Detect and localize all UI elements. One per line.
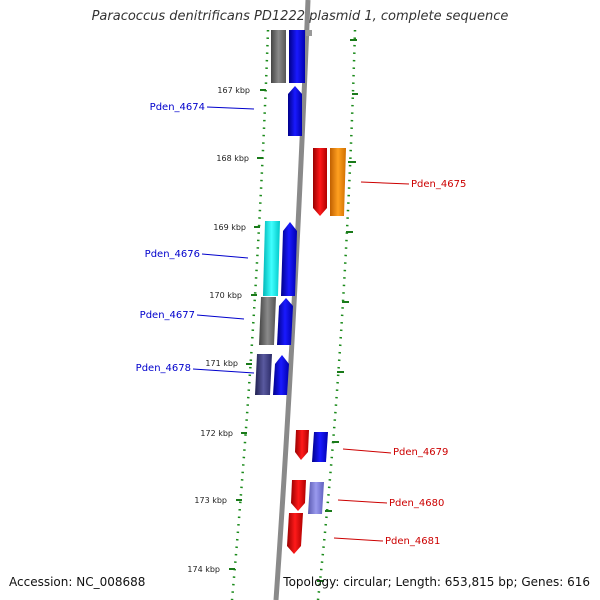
gene-label-connector xyxy=(196,314,245,320)
kbp-label: 168 kbp xyxy=(216,154,249,163)
feature-backbone-cap xyxy=(306,30,312,36)
plasmid-backbone xyxy=(273,0,311,600)
accession-text: Accession: NC_008688 xyxy=(9,575,146,589)
gene-arrow xyxy=(291,480,306,511)
gene-label: Pden_4677 xyxy=(140,310,195,321)
gene-label-connector xyxy=(192,368,255,374)
gene-arrow xyxy=(287,513,303,554)
feature-gray-block xyxy=(259,297,276,345)
feature-blue-block xyxy=(289,30,305,83)
feature-navy-block xyxy=(255,354,272,395)
gene-label-connector xyxy=(342,448,392,454)
kbp-label: 172 kbp xyxy=(200,429,233,438)
kbp-label: 169 kbp xyxy=(213,223,246,232)
gene-arrow xyxy=(288,86,302,136)
gene-label: Pden_4680 xyxy=(389,498,444,509)
gene-pden-4674[interactable]: Pden_4674 xyxy=(150,86,302,136)
outer-guide-dotted-arc xyxy=(316,29,357,600)
gene-label-connector xyxy=(337,499,388,504)
gene-label-connector xyxy=(333,537,384,542)
kbp-label: 173 kbp xyxy=(194,496,227,505)
gene-label: Pden_4678 xyxy=(136,363,191,374)
feature-gray-block xyxy=(271,30,286,83)
map-title: Paracoccus denitrificans PD1222 plasmid … xyxy=(91,9,509,24)
inner-guide-dotted-arc xyxy=(230,29,270,600)
gene-pden-4681[interactable]: Pden_4681 xyxy=(287,513,440,554)
top-partial-features xyxy=(271,30,312,83)
gene-label-connector xyxy=(206,106,255,110)
gene-label: Pden_4676 xyxy=(145,249,200,260)
gene-arrow xyxy=(281,222,297,296)
feature-lavender-block xyxy=(308,482,324,514)
gene-pden-4675[interactable]: Pden_4675 xyxy=(313,148,466,216)
gene-pden-4680[interactable]: Pden_4680 xyxy=(291,480,444,514)
gene-arrow xyxy=(295,430,309,460)
feature-blue-block xyxy=(312,432,328,462)
gene-pden-4676[interactable]: Pden_4676 xyxy=(145,221,297,296)
gene-pden-4679[interactable]: Pden_4679 xyxy=(295,430,448,462)
gene-label: Pden_4674 xyxy=(150,102,205,113)
gene-label-connector xyxy=(201,253,249,259)
kbp-labels: 167 kbp 168 kbp 169 kbp 170 kbp 171 kbp … xyxy=(187,86,250,574)
kbp-label: 171 kbp xyxy=(205,359,238,368)
feature-orange-block xyxy=(330,148,346,216)
gene-pden-4677[interactable]: Pden_4677 xyxy=(140,297,293,345)
gene-label: Pden_4679 xyxy=(393,447,448,458)
gene-arrow xyxy=(277,298,293,345)
gene-arrow xyxy=(313,148,327,216)
kbp-label: 170 kbp xyxy=(209,291,242,300)
gene-label-connector xyxy=(360,181,410,185)
scale-ticks-outer xyxy=(317,39,358,582)
gene-label: Pden_4681 xyxy=(385,536,440,547)
kbp-label: 174 kbp xyxy=(187,565,220,574)
gene-label: Pden_4675 xyxy=(411,179,466,190)
feature-cyan-block xyxy=(263,221,280,296)
gene-arrow xyxy=(273,355,289,395)
genome-summary-text: Topology: circular; Length: 653,815 bp; … xyxy=(283,575,590,589)
kbp-label: 167 kbp xyxy=(217,86,250,95)
scale-ticks-inner xyxy=(229,89,266,570)
gene-pden-4678[interactable]: Pden_4678 xyxy=(136,354,289,395)
